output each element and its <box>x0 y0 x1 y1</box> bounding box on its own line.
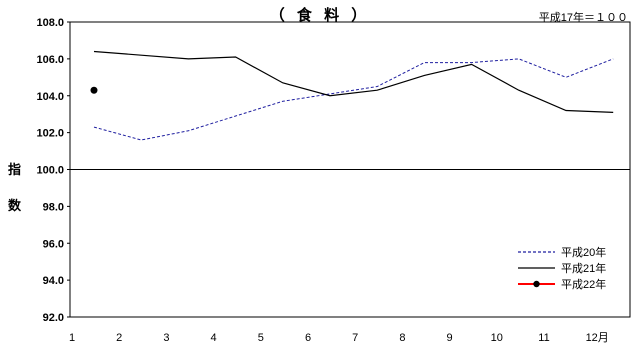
x-tick-label: 9 <box>447 332 453 344</box>
x-tick-label: 10 <box>491 332 503 344</box>
legend-marker-3 <box>533 280 540 288</box>
x-tick-label: 7 <box>352 332 358 344</box>
legend-label-2: 平成21年 <box>561 261 606 275</box>
y-tick-label: 98.0 <box>43 201 64 213</box>
x-tick-label: 6 <box>305 332 311 344</box>
y-tick-label: 94.0 <box>43 275 64 287</box>
x-tick-label: 3 <box>163 332 169 344</box>
y-tick-label: 96.0 <box>43 238 64 250</box>
y-tick-label: 92.0 <box>43 312 64 324</box>
series-line-1 <box>93 58 614 141</box>
legend-label-1: 平成20年 <box>561 245 606 259</box>
x-tick-label: 5 <box>258 332 264 344</box>
y-tick-label: 100.0 <box>36 165 64 177</box>
y-tick-label: 104.0 <box>36 91 64 103</box>
base-year-note: 平成17年＝１００ <box>539 10 628 24</box>
chart-title: （ 食 料 ） <box>270 6 371 24</box>
series-3-point <box>90 86 98 94</box>
legend-label-3: 平成22年 <box>561 277 606 291</box>
x-tick-label: 1 <box>69 332 75 344</box>
y-tick-label: 102.0 <box>36 128 64 140</box>
y-axis-label-bottom: 数 <box>8 198 22 213</box>
x-tick-label: 12月 <box>586 332 609 344</box>
series-line-2 <box>93 50 614 113</box>
y-axis-label-top: 指 <box>8 162 21 177</box>
y-tick-label: 108.0 <box>36 17 64 29</box>
x-tick-label: 11 <box>538 332 549 344</box>
y-tick-label: 106.0 <box>36 54 64 66</box>
x-tick-label: 2 <box>116 332 122 344</box>
x-tick-label: 4 <box>211 332 217 344</box>
x-tick-label: 8 <box>399 332 405 344</box>
